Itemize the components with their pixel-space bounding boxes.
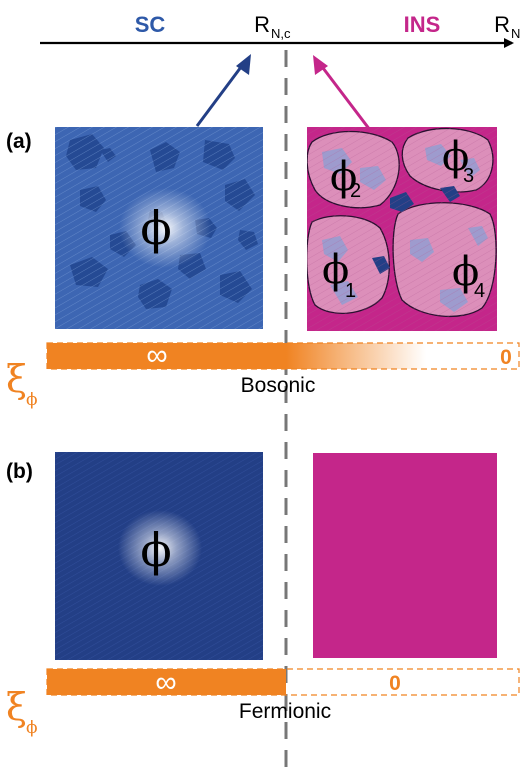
xi-bar-a-infinity: ∞: [146, 339, 167, 372]
ins-uniform-square: [313, 453, 497, 658]
ins-label: INS: [404, 12, 441, 37]
svg-text:ξ: ξ: [6, 357, 27, 401]
sc-granular-square: [55, 127, 263, 329]
svg-text:N,c: N,c: [271, 26, 291, 41]
phi-glow-b: [118, 510, 202, 586]
svg-text:N: N: [511, 26, 520, 41]
sc-pointer-arrow: [195, 54, 251, 127]
xi-label-a: ξ ϕ: [6, 357, 38, 410]
xi-label-b: ξ ϕ: [6, 685, 38, 738]
panel-b-tag: (b): [6, 460, 33, 483]
phi-glow-a: [119, 188, 211, 268]
island-label-2: ϕ 2: [330, 154, 361, 202]
xi-bar-b: [46, 668, 520, 696]
panel-a-tag: (a): [6, 130, 32, 153]
xi-bar-a-zero: 0: [500, 346, 512, 369]
svg-text:ϕ: ϕ: [322, 247, 349, 293]
xi-bar-b-infinity: ∞: [155, 666, 176, 699]
sc-label: SC: [135, 12, 166, 37]
svg-text:ϕ: ϕ: [442, 134, 469, 180]
phi-symbol-a: ϕ: [140, 201, 171, 255]
svg-text:3: 3: [463, 165, 474, 187]
svg-text:ϕ: ϕ: [26, 718, 38, 738]
svg-text:ϕ: ϕ: [330, 154, 357, 200]
axis-end-label: R N: [494, 12, 520, 41]
ins-puddle-square: [307, 127, 497, 331]
island-label-4: ϕ 4: [452, 249, 485, 302]
critical-resistance-label: R N,c: [254, 12, 291, 41]
phi-symbol-b: ϕ: [140, 523, 171, 577]
ins-pointer-arrow: [313, 55, 372, 131]
svg-text:ξ: ξ: [6, 685, 27, 729]
svg-text:4: 4: [474, 280, 485, 302]
svg-text:R: R: [494, 12, 510, 37]
island-label-1: ϕ 1: [322, 247, 356, 302]
svg-text:1: 1: [345, 280, 356, 302]
svg-text:ϕ: ϕ: [452, 249, 479, 295]
sc-uniform-square: [55, 452, 263, 660]
svg-text:ϕ: ϕ: [26, 390, 38, 410]
svg-text:R: R: [254, 12, 270, 37]
xi-bar-b-zero: 0: [389, 672, 401, 695]
xi-bar-a: [46, 342, 520, 370]
island-label-3: ϕ 3: [442, 134, 474, 187]
fermionic-caption: Fermionic: [239, 700, 331, 723]
svg-text:2: 2: [350, 180, 361, 202]
bosonic-caption: Bosonic: [241, 374, 316, 397]
